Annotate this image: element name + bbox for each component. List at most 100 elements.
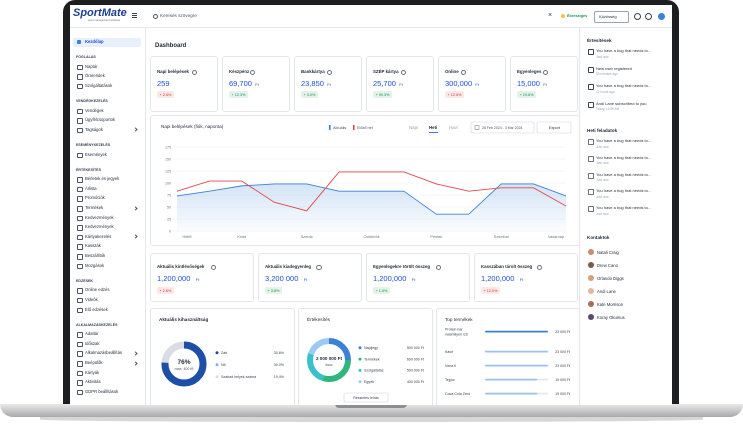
nav-item[interactable]: Kedvezmények — [73, 213, 141, 222]
community-label: Közösség — [599, 14, 617, 19]
nav-item[interactable]: Vendégek — [73, 106, 141, 115]
nav-label: Kedvezmények — [85, 224, 114, 230]
nav-item[interactable]: Beépülők — [73, 359, 141, 368]
nav-label: Élő edzések — [85, 306, 108, 312]
nav-item[interactable]: Aktivitás — [73, 378, 141, 387]
contact-name[interactable]: Natali Craig — [597, 249, 619, 255]
feed-time: Just now — [596, 211, 609, 216]
nav-label: Kezdőlap — [85, 39, 104, 44]
nav-item[interactable]: Ügyfélcsoportok — [73, 116, 141, 125]
notification-icon — [588, 84, 594, 90]
nav-item[interactable]: Termékek — [73, 204, 141, 213]
contact-avatar[interactable] — [588, 288, 594, 294]
stat-unit: Ft — [399, 82, 403, 87]
nav-item[interactable]: Események — [73, 150, 141, 159]
contact-avatar[interactable] — [588, 314, 594, 320]
community-button[interactable]: Közösség — [594, 11, 629, 23]
contact-name[interactable]: Kate Morrison — [597, 301, 624, 307]
info-icon — [210, 264, 217, 270]
nav-item[interactable]: GDPR beállítások — [73, 387, 141, 396]
x-tick-label: Vasárnap — [548, 235, 564, 239]
export-button[interactable] — [536, 121, 572, 134]
y-tick-label: 50 — [167, 205, 171, 209]
nav-item[interactable]: Árlista — [73, 184, 141, 193]
contact-avatar[interactable] — [588, 301, 594, 307]
feed-time: Just now — [596, 178, 609, 183]
nav-label: Időszak — [85, 340, 100, 346]
details-button[interactable] — [343, 392, 389, 403]
nav-item[interactable]: Bérletek és jegyek — [73, 175, 141, 184]
bar — [485, 392, 538, 395]
date-range: 26 Feb 2024 - 3 Mar 2024 — [482, 126, 523, 130]
nav-icon — [77, 127, 83, 134]
change-badge: + 12.0% — [481, 287, 501, 294]
nav-item[interactable]: Mozgások — [73, 261, 141, 270]
info-icon — [400, 69, 407, 75]
nav-item[interactable]: Beszállítók — [73, 252, 141, 261]
nav-label: Promóciók — [85, 195, 105, 201]
contact-avatar[interactable] — [588, 249, 594, 255]
nav-label: Órarendek — [85, 73, 105, 79]
donut-segment — [307, 338, 351, 382]
nav-item-active[interactable]: Kezdőlap — [73, 37, 141, 47]
nav-item[interactable]: Adattár — [73, 330, 141, 339]
search-input[interactable]: Keresés szövegre — [160, 13, 197, 18]
submenu-arrow — [133, 360, 138, 366]
search-clear[interactable]: × — [548, 12, 553, 19]
period-tab[interactable]: Havi — [449, 125, 458, 130]
contact-avatar[interactable] — [588, 275, 594, 281]
stat-unit: Ft — [195, 277, 200, 282]
series-area — [177, 183, 566, 231]
nav-item[interactable]: Kártyakezelés — [73, 232, 141, 241]
nav-item[interactable]: Naptár — [73, 62, 141, 71]
contact-name[interactable]: Drew Cano — [597, 262, 618, 268]
nav-item[interactable]: Kedvezmények — [73, 223, 141, 232]
feed-time: Today, 11:59 AM — [596, 107, 620, 111]
stat-card: Aktuális kiadegyenleg 3,200 000 Ft + 3.8% — [258, 253, 362, 302]
header-icon[interactable] — [634, 13, 641, 20]
period-tab[interactable]: Napi — [409, 125, 418, 130]
nav-item[interactable]: Alkalmazásbeállítás — [73, 349, 141, 358]
nav-item[interactable]: Kasszák — [73, 242, 141, 251]
nav-item[interactable]: Promóciók — [73, 194, 141, 203]
menu-toggle[interactable] — [132, 13, 137, 18]
nav-item[interactable]: Szolgáltatások — [73, 81, 141, 90]
task-checkbox[interactable] — [588, 172, 594, 179]
stat-card: Bankkártya 23,850 Ft + 3.0% — [294, 56, 362, 112]
contact-name[interactable]: Orlando Diggs — [597, 275, 624, 281]
contact-name[interactable]: Andi Lane — [597, 288, 616, 294]
header-icon[interactable] — [658, 13, 665, 20]
nav-icon — [77, 74, 83, 80]
task-checkbox[interactable] — [588, 139, 594, 145]
header-icon[interactable] — [645, 13, 652, 20]
period-tab[interactable]: Heti — [429, 125, 437, 130]
status-icon — [561, 14, 565, 18]
nav-item[interactable]: Kártyák — [73, 368, 141, 377]
nav-item[interactable]: Online edzés — [73, 286, 141, 295]
nav-section-title: ALKALMAZÁSKEZELÉS — [76, 322, 118, 327]
card-title: Értékesítés — [307, 316, 331, 322]
stat-card: Napi belépések 259 + 2.6% — [150, 56, 218, 112]
nav-item[interactable]: Órarendek — [73, 72, 141, 81]
page-title: Dashboard — [155, 43, 187, 49]
laptop-notch — [335, 404, 407, 408]
date-picker[interactable] — [470, 121, 535, 134]
nav-label: Kedvezmények — [85, 214, 114, 220]
legend-label: Zárt — [221, 351, 227, 355]
task-checkbox[interactable] — [588, 206, 594, 213]
nav-label: Naptár — [85, 63, 98, 69]
contact-avatar[interactable] — [588, 262, 594, 268]
stat-card: Készpénz 69,700 Ft + 12.3% — [222, 56, 290, 112]
status-label[interactable]: Ébresztgés — [567, 14, 588, 18]
card-title: Aktuális kihasználtság — [159, 317, 208, 322]
nav-item[interactable]: Videók — [73, 295, 141, 304]
gauge-label: 76% — [177, 359, 190, 366]
nav-item[interactable]: Tagságok — [73, 125, 141, 134]
contact-name[interactable]: Koray Okumus — [597, 314, 625, 320]
nav-item[interactable]: Időszak — [73, 339, 141, 348]
nav-item[interactable]: Élő edzések — [73, 305, 141, 314]
task-checkbox[interactable] — [588, 155, 594, 162]
task-checkbox[interactable] — [588, 189, 594, 196]
nav-label: Alkalmazásbeállítás — [85, 350, 123, 356]
feed-time: Just now — [596, 194, 609, 199]
